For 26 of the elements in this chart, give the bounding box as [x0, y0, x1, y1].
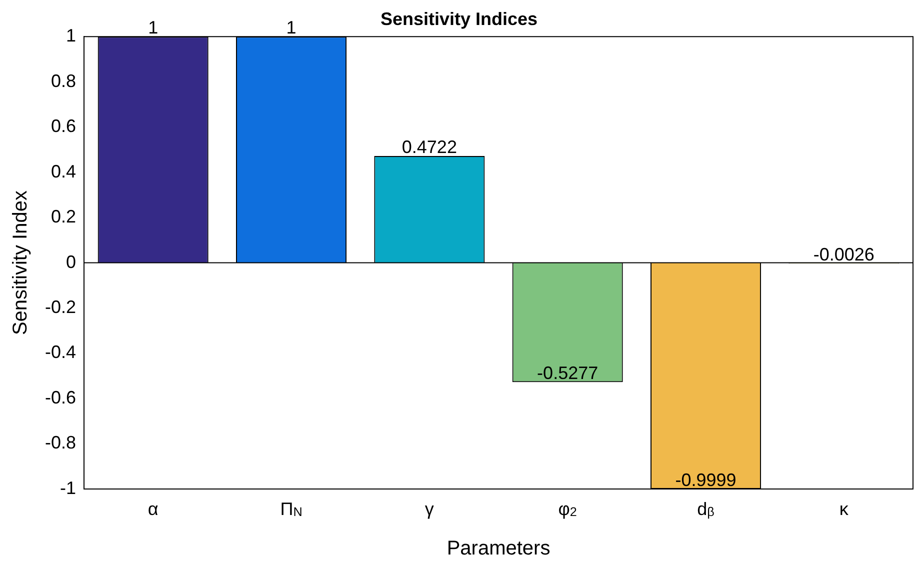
y-tick-label: -0.2 — [44, 297, 76, 318]
data-label: -0.0026 — [813, 244, 874, 264]
data-label: 0.4722 — [402, 136, 457, 157]
y-tick-label: -1 — [60, 478, 76, 498]
y-tick-label: 0.6 — [50, 116, 76, 136]
y-tick-label: -0.8 — [44, 432, 76, 453]
data-label: -0.9999 — [675, 470, 736, 490]
x-tick-label: φ2 — [558, 498, 577, 520]
x-axis-title: Parameters — [446, 538, 550, 560]
y-tick-label: 0.8 — [50, 70, 76, 91]
y-tick-label: 0.4 — [50, 161, 76, 182]
x-tick-label: γ — [424, 498, 434, 519]
x-tick-label: α — [148, 498, 158, 519]
data-label: -0.5277 — [537, 363, 598, 384]
y-axis-title: Sensitivity Index — [10, 190, 32, 336]
data-label: 1 — [148, 18, 158, 38]
chart-title: Sensitivity Indices — [380, 8, 538, 29]
y-tick-label: 0 — [66, 252, 76, 272]
y-tick-label: -0.6 — [44, 387, 76, 408]
x-tick-label: κ — [839, 498, 850, 519]
x-tick-label: dβ — [697, 498, 714, 520]
data-label: 1 — [286, 18, 296, 38]
y-tick-label: 0.2 — [50, 206, 76, 227]
y-tick-label: -0.4 — [44, 342, 76, 362]
y-tick-label: 1 — [66, 26, 76, 46]
x-tick-label: ΠN — [280, 498, 302, 520]
